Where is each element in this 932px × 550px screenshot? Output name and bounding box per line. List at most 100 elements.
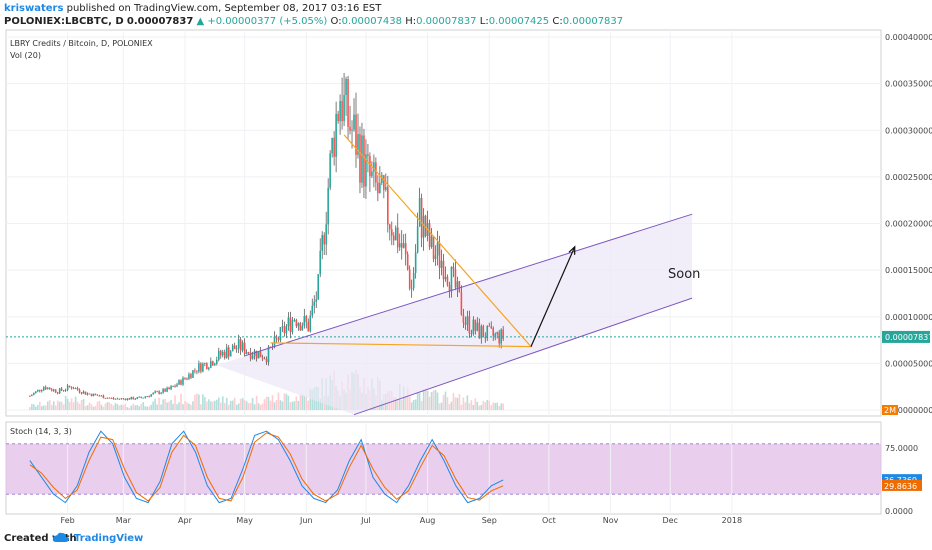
candle-body	[86, 393, 89, 395]
volume-bar	[48, 399, 51, 410]
candle-body	[168, 387, 170, 390]
candle-body	[116, 398, 119, 400]
volume-bar	[92, 406, 95, 410]
ohlc-line: POLONIEX:LBCBTC, D 0.00007837 ▲ +0.00000…	[4, 16, 623, 27]
volume-bar	[301, 394, 304, 410]
candle-body	[56, 392, 59, 394]
candle-body	[480, 326, 483, 339]
volume-bar	[184, 400, 186, 410]
candle-body	[331, 137, 333, 154]
x-tick-label: Jul	[360, 516, 371, 525]
volume-bar	[438, 403, 441, 410]
volume-bar	[146, 406, 148, 410]
candle-body	[237, 339, 240, 349]
candle-body	[259, 351, 262, 358]
volume-bar	[210, 401, 212, 410]
volume-bar	[162, 399, 164, 410]
stoch-axis[interactable]: 75.00000.000036.736929.8636	[882, 444, 922, 516]
tradingview-link[interactable]: TradingView	[74, 533, 144, 544]
volume-bar	[462, 397, 465, 410]
volume-bar	[307, 400, 310, 410]
candle-body	[319, 250, 322, 275]
candle-body	[273, 336, 276, 348]
candle-body	[214, 363, 216, 366]
candle-body	[416, 226, 419, 253]
volume-bar	[219, 402, 222, 410]
volume-bar	[454, 397, 457, 410]
volume-bar	[96, 401, 99, 410]
volume-bar	[241, 398, 244, 410]
volume-bar	[33, 404, 35, 410]
volume-bar	[74, 396, 77, 410]
candle-body	[90, 394, 93, 397]
candle-body	[390, 229, 393, 236]
candle-body	[285, 326, 288, 334]
candle-body	[58, 388, 61, 394]
volume-bar	[239, 398, 242, 410]
candle-body	[184, 377, 186, 379]
price-chart[interactable]: LBRY Credits / Bitcoin, D, POLONIEX Vol …	[0, 0, 932, 528]
volume-bar	[408, 396, 411, 410]
volume-bar	[247, 403, 250, 410]
candle-body	[210, 361, 212, 368]
candle-body	[339, 101, 341, 122]
candle-body	[267, 346, 270, 363]
volume-bar	[464, 402, 467, 410]
candle-body	[35, 391, 37, 393]
volume-bar	[446, 397, 449, 410]
candle-body	[432, 236, 435, 259]
volume-bar	[416, 392, 419, 410]
candle-body	[369, 156, 371, 177]
volume-bar	[452, 393, 455, 410]
volume-bar	[259, 404, 262, 410]
candle-body	[245, 352, 248, 355]
candle-body	[317, 274, 320, 300]
volume-bar	[466, 395, 469, 410]
candle-body	[327, 187, 329, 225]
candle-body	[500, 329, 502, 344]
volume-bar	[233, 397, 236, 410]
candle-body	[297, 323, 300, 327]
candle-body	[402, 243, 405, 248]
volume-bar	[76, 401, 79, 410]
price-change: ▲ +0.00000377 (+5.05%)	[196, 16, 328, 27]
candle-body	[464, 322, 467, 325]
volume-bar	[257, 403, 260, 410]
volume-bar	[476, 401, 479, 410]
volume-bar	[494, 403, 497, 410]
volume-bar	[299, 394, 302, 410]
candle-body	[72, 388, 75, 390]
author-link[interactable]: kriswaters	[4, 3, 64, 14]
candle-body	[428, 223, 431, 247]
y-tick-label: 0.00040000	[885, 33, 932, 42]
time-axis[interactable]: Feb Mar Apr May Jun Jul Aug Sep Oct Nov Dec 2018	[61, 516, 742, 525]
candle-body	[227, 347, 230, 357]
candle-body	[78, 389, 81, 393]
candle-body	[406, 254, 409, 270]
candle-body	[392, 235, 395, 241]
candle-body	[323, 235, 325, 245]
volume-bar	[144, 406, 147, 410]
tradingview-cloud-icon	[52, 532, 70, 542]
volume-bar	[265, 396, 268, 410]
volume-bar	[396, 398, 399, 410]
volume-bar	[237, 403, 240, 410]
volume-bar	[255, 395, 258, 410]
volume-bar	[148, 406, 150, 410]
candle-body	[400, 243, 403, 248]
volume-bar	[221, 396, 224, 410]
volume-bar	[178, 402, 180, 410]
volume-bar	[150, 404, 152, 410]
volume-bar	[70, 398, 73, 410]
candle-body	[357, 134, 359, 155]
volume-bar	[249, 402, 252, 410]
price-axis[interactable]: 0.00040000 0.00035000 0.00030000 0.00025000…	[882, 33, 932, 415]
candle-body	[311, 305, 314, 316]
candle-body	[192, 370, 194, 378]
volume-bar	[458, 393, 461, 410]
candle-body	[96, 394, 99, 396]
candle-body	[261, 357, 264, 359]
volume-bar	[164, 399, 166, 410]
low-value: 0.00007425	[488, 16, 550, 27]
candle-body	[375, 162, 377, 183]
